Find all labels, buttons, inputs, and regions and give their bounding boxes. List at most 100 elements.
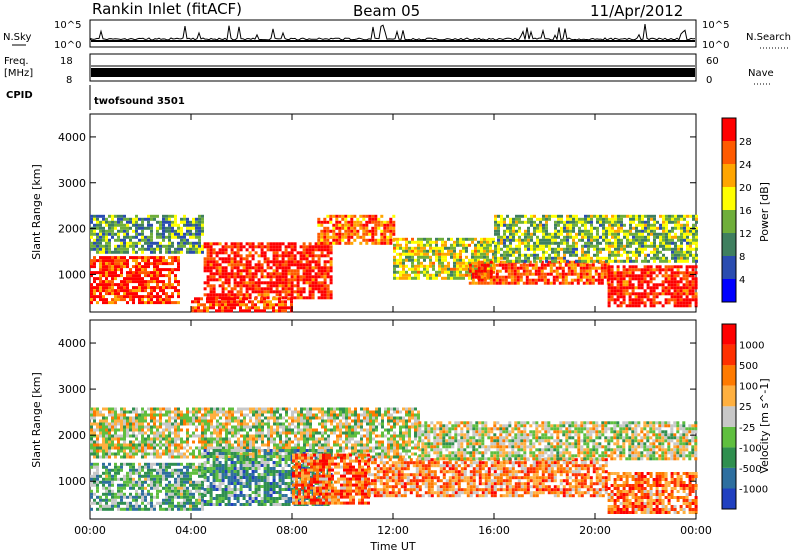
heatmap-cell <box>162 223 165 227</box>
heatmap-cell <box>111 232 114 236</box>
heatmap-cell <box>670 298 674 302</box>
heatmap-cell <box>105 289 108 293</box>
heatmap-cell <box>605 220 608 224</box>
heatmap-cell <box>261 428 264 432</box>
heatmap-cell <box>171 495 174 499</box>
heatmap-cell <box>129 422 132 426</box>
heatmap-cell <box>261 410 264 414</box>
heatmap-cell <box>105 298 108 302</box>
heatmap-cell <box>224 251 228 255</box>
heatmap-cell <box>668 214 671 218</box>
heatmap-cell <box>267 422 270 426</box>
heatmap-cell <box>530 253 533 257</box>
heatmap-cell <box>240 434 243 438</box>
heatmap-cell <box>620 217 623 221</box>
heatmap-cell <box>129 280 132 284</box>
heatmap-cell <box>411 237 414 241</box>
heatmap-cell <box>236 300 239 304</box>
heatmap-cell <box>330 431 333 435</box>
heatmap-cell <box>477 252 480 256</box>
heatmap-cell <box>345 431 348 435</box>
heatmap-cell <box>209 287 213 291</box>
heatmap-cell <box>141 256 144 260</box>
heatmap-cell <box>423 267 426 271</box>
heatmap-cell <box>644 241 647 245</box>
heatmap-cell <box>661 268 665 272</box>
heatmap-cell <box>617 247 620 251</box>
heatmap-cell <box>638 244 641 248</box>
heatmap-cell <box>156 214 159 218</box>
heatmap-cell <box>288 437 291 441</box>
heatmap-cell <box>243 428 246 432</box>
heatmap-cell <box>519 263 523 267</box>
heatmap-cell <box>159 468 162 472</box>
heatmap-cell <box>429 261 432 265</box>
heatmap-cell <box>474 264 477 268</box>
heatmap-cell <box>192 250 195 254</box>
heatmap-cell <box>257 300 260 304</box>
heatmap-cell <box>483 255 486 259</box>
heatmap-cell <box>378 413 381 417</box>
heatmap-cell <box>189 226 192 230</box>
heatmap-cell <box>320 272 324 276</box>
heatmap-cell <box>120 434 123 438</box>
heatmap-cell <box>653 223 656 227</box>
heatmap-cell <box>620 253 623 257</box>
heatmap-cell <box>375 419 378 423</box>
heatmap-cell <box>90 217 93 221</box>
heatmap-cell <box>222 422 225 426</box>
heatmap-cell <box>368 220 372 224</box>
heatmap-cell <box>117 483 120 487</box>
heatmap-cell <box>147 301 150 305</box>
heatmap-cell <box>539 229 542 233</box>
heatmap-cell <box>393 422 396 426</box>
heatmap-cell <box>503 244 506 248</box>
heatmap-cell <box>658 301 662 305</box>
heatmap-cell <box>685 301 689 305</box>
heatmap-cell <box>192 431 195 435</box>
heatmap-cell <box>288 428 291 432</box>
heatmap-cell <box>276 428 279 432</box>
heatmap-cell <box>326 245 330 249</box>
heatmap-cell <box>525 281 529 285</box>
heatmap-cell <box>165 283 168 287</box>
heatmap-cell <box>224 300 227 304</box>
heatmap-cell <box>129 268 132 272</box>
heatmap-cell <box>228 410 231 414</box>
heatmap-cell <box>132 507 135 511</box>
heatmap-cell <box>629 226 632 230</box>
heatmap-cell <box>120 507 123 511</box>
heatmap-cell <box>638 247 641 251</box>
heatmap-cell <box>329 241 333 245</box>
heatmap-cell <box>396 276 399 280</box>
heatmap-cell <box>617 238 620 242</box>
heatmap-cell <box>588 278 592 282</box>
heatmap-cell <box>290 257 294 261</box>
heatmap-cell <box>93 410 96 414</box>
heatmap-cell <box>335 235 339 239</box>
heatmap-cell <box>617 235 620 239</box>
heatmap-cell <box>530 223 533 227</box>
heatmap-cell <box>323 248 327 252</box>
heatmap-cell <box>483 269 487 273</box>
heatmap-cell <box>555 272 559 276</box>
heatmap-cell <box>93 295 96 299</box>
heatmap-cell <box>129 507 132 511</box>
heatmap-cell <box>177 501 180 505</box>
heatmap-cell <box>180 247 183 251</box>
heatmap-cell <box>468 273 471 277</box>
heatmap-cell <box>354 410 357 414</box>
heatmap-cell <box>260 290 264 294</box>
heatmap-cell <box>363 416 366 420</box>
heatmap-cell <box>224 272 228 276</box>
heatmap-cell <box>168 474 171 478</box>
heatmap-cell <box>432 276 435 280</box>
heatmap-cell <box>192 507 195 511</box>
heatmap-cell <box>572 229 575 233</box>
heatmap-cell <box>685 292 689 296</box>
heatmap-cell <box>165 486 168 490</box>
heatmap-cell <box>332 214 336 218</box>
heatmap-cell <box>186 465 189 469</box>
heatmap-cell <box>683 253 686 257</box>
heatmap-cell <box>201 413 204 417</box>
